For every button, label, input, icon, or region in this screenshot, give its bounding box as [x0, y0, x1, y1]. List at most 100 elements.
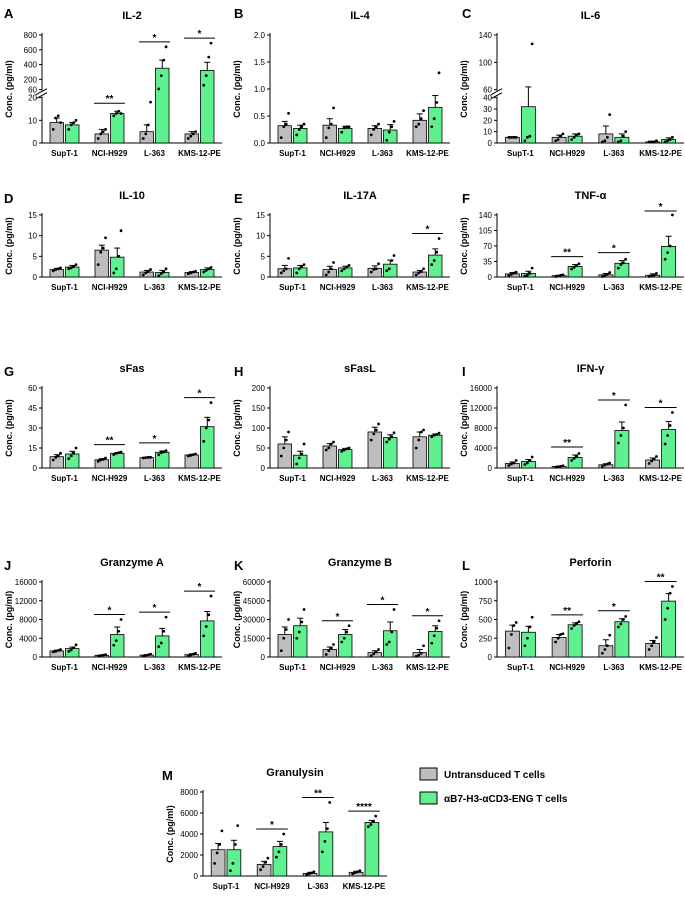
data-point — [218, 843, 222, 846]
panel-l: L Perforin Conc. (pg/ml) 0 250 500 750 1000 SupT… — [459, 557, 684, 672]
data-point — [390, 435, 394, 439]
data-point — [525, 273, 529, 277]
x-tick-label: NCI-H929 — [320, 663, 356, 672]
y-tick-label: 30000 — [243, 616, 266, 625]
data-point — [96, 137, 100, 140]
y-tick-label: 60000 — [243, 578, 266, 587]
data-point — [419, 430, 423, 434]
bar-engager — [110, 256, 125, 278]
data-point — [104, 456, 107, 460]
x-tick-label: KMS-12-PE — [406, 283, 449, 292]
legend-label-untransduced: Untransduced T cells — [444, 770, 546, 781]
y-tick-label: 140 — [479, 211, 493, 220]
data-point — [332, 643, 335, 646]
data-point — [647, 648, 651, 651]
data-point — [437, 71, 441, 75]
data-point — [300, 265, 304, 269]
data-point — [96, 459, 100, 463]
y-tick-label: 8000 — [474, 424, 492, 433]
data-point — [300, 452, 304, 456]
data-point — [432, 634, 436, 638]
panel-j: J Granzyme A Conc. (pg/ml) 0 4000 8000 12000 16… — [4, 557, 222, 672]
data-point — [509, 135, 513, 139]
data-point — [99, 250, 103, 254]
data-point — [119, 112, 123, 115]
data-point — [231, 862, 235, 865]
data-point — [287, 257, 290, 260]
data-point — [353, 871, 357, 875]
axis-break-mark — [35, 88, 48, 96]
data-point — [112, 643, 116, 647]
significance-label: * — [270, 820, 274, 831]
y-tick-label: 70 — [483, 242, 492, 251]
data-point — [509, 272, 513, 276]
bar-untransduced — [139, 457, 154, 469]
data-point — [435, 101, 439, 104]
data-point — [204, 625, 208, 628]
data-point — [284, 267, 288, 271]
data-point — [556, 138, 560, 141]
data-point — [287, 430, 290, 434]
data-point — [329, 267, 333, 271]
data-point — [414, 654, 418, 658]
data-point — [119, 229, 123, 233]
data-point — [149, 268, 152, 271]
bar-engager — [155, 67, 170, 144]
data-point — [512, 271, 516, 275]
data-point — [54, 649, 58, 653]
data-point — [417, 438, 421, 442]
y-tick-label: 0 — [488, 273, 493, 282]
y-tick-label: 45 — [28, 404, 37, 413]
data-point — [432, 117, 436, 121]
y-tick-label: 10 — [28, 232, 37, 241]
data-point — [666, 434, 670, 437]
data-point — [414, 125, 418, 129]
panel-letter: I — [462, 364, 466, 379]
bar-engager — [661, 246, 677, 278]
data-point — [209, 41, 213, 45]
data-point — [99, 132, 103, 136]
data-point — [157, 453, 161, 457]
data-point — [647, 275, 651, 278]
data-point — [647, 140, 651, 144]
x-tick-label: NCI-H929 — [320, 149, 356, 158]
data-point — [114, 112, 118, 115]
y-axis-label: Conc. (pg/ml) — [459, 60, 469, 118]
data-point — [624, 130, 628, 134]
data-point — [556, 465, 560, 469]
data-point — [202, 634, 206, 638]
significance-label: * — [336, 612, 340, 623]
data-point — [374, 814, 378, 818]
significance-label: * — [659, 399, 663, 410]
x-tick-label: KMS-12-PE — [178, 283, 221, 292]
data-point — [507, 464, 511, 467]
data-point — [600, 140, 604, 144]
x-tick-label: NCI-H929 — [549, 474, 585, 483]
data-point — [56, 267, 60, 271]
y-tick-label: 750 — [479, 597, 493, 606]
data-point — [621, 618, 625, 621]
y-tick-label: 0 — [488, 464, 493, 473]
data-point — [209, 594, 213, 598]
data-point — [189, 653, 193, 657]
data-point — [101, 130, 105, 134]
data-point — [417, 271, 421, 275]
data-point — [194, 130, 197, 134]
bar-engager — [338, 128, 353, 144]
axis-break-mark — [35, 92, 48, 100]
bar-untransduced — [322, 445, 337, 469]
data-point — [234, 843, 237, 846]
x-tick-label: KMS-12-PE — [406, 474, 449, 483]
data-point — [668, 591, 672, 595]
data-point — [112, 271, 116, 275]
bar-engager — [614, 621, 630, 658]
data-point — [372, 268, 376, 271]
data-point — [647, 462, 651, 465]
panel-letter: E — [234, 191, 243, 206]
panel-letter: K — [234, 558, 244, 573]
data-point — [372, 652, 376, 656]
data-point — [300, 620, 304, 624]
data-point — [146, 653, 150, 657]
